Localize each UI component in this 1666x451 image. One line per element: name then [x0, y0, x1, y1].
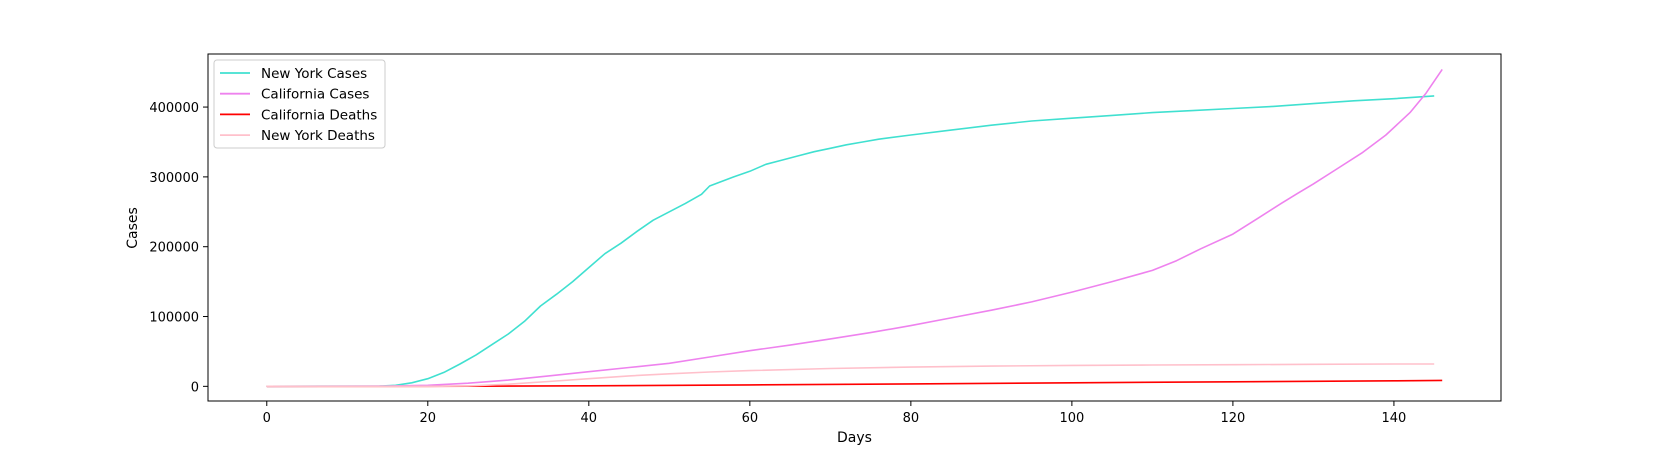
x-tick-label: 0	[263, 411, 271, 426]
x-tick-label: 20	[420, 411, 437, 426]
legend-label: California Cases	[261, 87, 369, 103]
legend-label: New York Cases	[261, 66, 367, 82]
y-tick-label: 200000	[149, 241, 199, 256]
y-axis-label: Cases	[125, 207, 141, 249]
series-layer	[266, 68, 1443, 388]
legend: New York Cases California Cases California…	[213, 59, 386, 149]
x-tick-label: 120	[1220, 411, 1245, 426]
series-line-4	[266, 363, 1435, 388]
x-tick-label: 80	[903, 411, 920, 426]
y-tick-label: 0	[191, 380, 199, 395]
legend-label: New York Deaths	[261, 128, 375, 144]
x-axis-label: Days	[837, 430, 872, 446]
series-line-1	[266, 95, 1435, 388]
x-axis: 0 20 40 60 80 100 120 140	[263, 401, 1407, 426]
x-tick-label: 60	[742, 411, 759, 426]
plot-area	[207, 53, 1502, 402]
legend-box	[213, 59, 386, 149]
x-tick-label: 100	[1059, 411, 1084, 426]
y-axis: 0 100000 200000 300000 400000	[149, 101, 208, 395]
y-tick-label: 400000	[149, 101, 199, 116]
y-tick-label: 100000	[149, 311, 199, 326]
series-line-2	[266, 68, 1443, 388]
x-tick-label: 140	[1382, 411, 1407, 426]
legend-label: California Deaths	[261, 107, 377, 123]
x-tick-label: 40	[581, 411, 598, 426]
y-tick-label: 300000	[149, 171, 199, 186]
